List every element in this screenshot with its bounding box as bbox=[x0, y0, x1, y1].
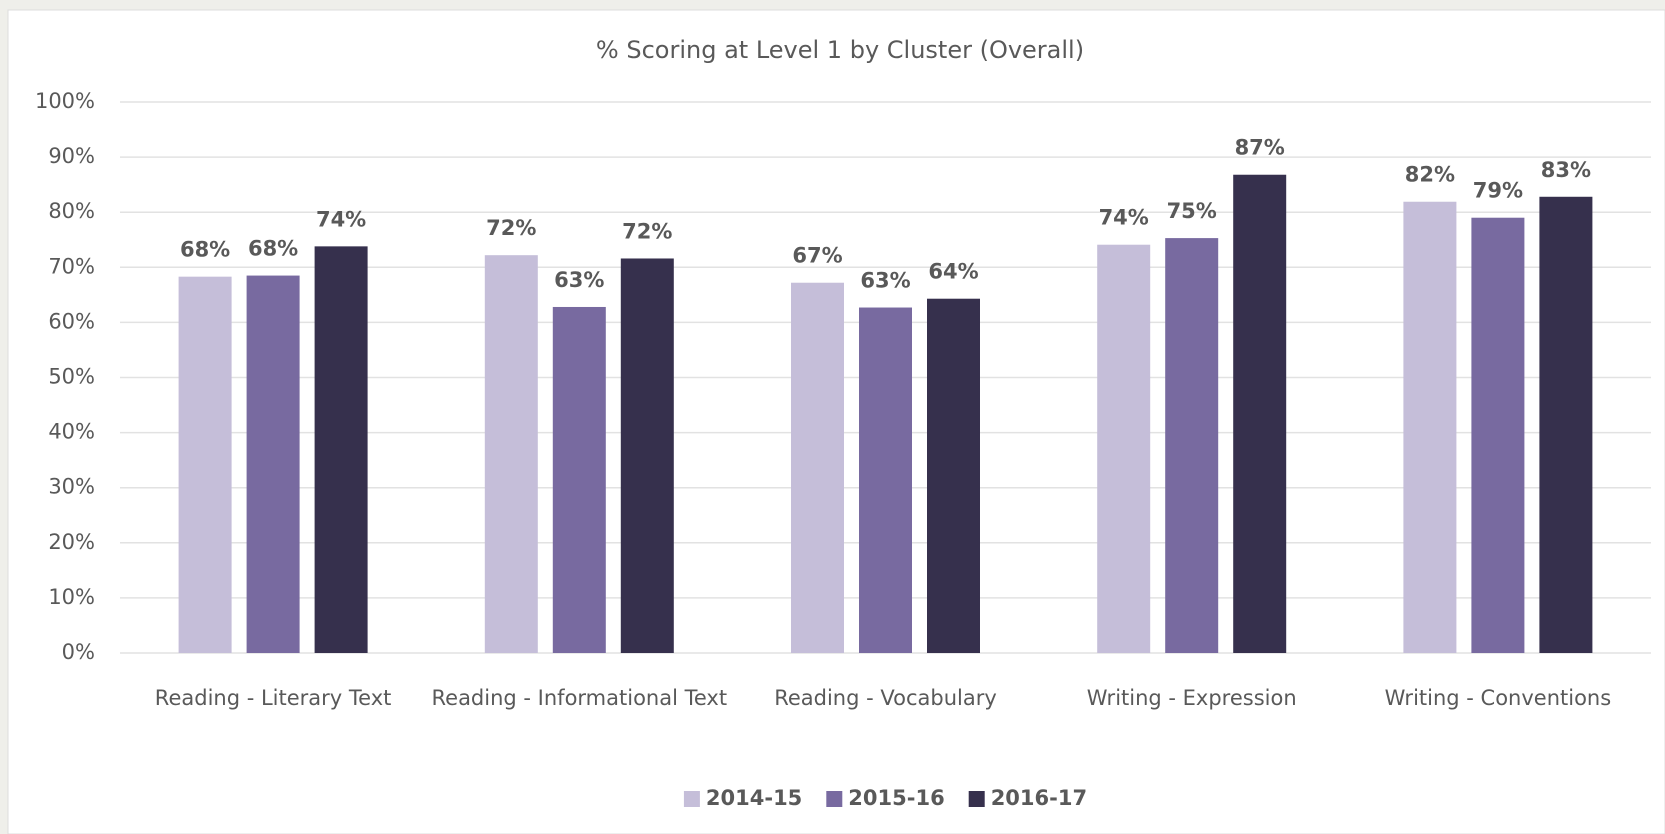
y-tick-label: 80% bbox=[48, 199, 95, 223]
data-label: 74% bbox=[1099, 206, 1149, 230]
y-tick-label: 30% bbox=[48, 475, 95, 499]
data-label: 87% bbox=[1235, 136, 1285, 160]
legend-swatch bbox=[683, 791, 700, 807]
bar bbox=[1165, 238, 1219, 654]
y-tick-label: 50% bbox=[48, 365, 95, 389]
x-tick-label: Writing - Conventions bbox=[1385, 686, 1612, 710]
bar bbox=[1097, 244, 1151, 654]
legend-label: 2015-16 bbox=[848, 786, 944, 810]
data-label: 63% bbox=[554, 268, 604, 292]
bar bbox=[484, 255, 538, 654]
bar bbox=[1233, 174, 1287, 653]
data-label: 63% bbox=[860, 269, 910, 293]
x-tick-label: Reading - Informational Text bbox=[432, 686, 728, 710]
y-tick-label: 10% bbox=[48, 585, 95, 609]
data-label: 68% bbox=[180, 238, 230, 262]
data-label: 83% bbox=[1541, 158, 1591, 182]
y-tick-label: 100% bbox=[35, 89, 95, 113]
bar bbox=[791, 282, 844, 653]
data-label: 72% bbox=[486, 216, 536, 240]
bar bbox=[859, 307, 912, 653]
bar bbox=[927, 298, 980, 653]
y-tick-label: 40% bbox=[48, 420, 95, 444]
bar bbox=[246, 275, 300, 653]
legend-label: 2014-15 bbox=[706, 786, 802, 810]
data-label: 67% bbox=[792, 244, 842, 268]
x-tick-label: Reading - Literary Text bbox=[155, 686, 392, 710]
y-tick-label: 0% bbox=[62, 640, 95, 664]
bar bbox=[314, 246, 368, 653]
bar bbox=[552, 306, 606, 653]
x-tick-label: Reading - Vocabulary bbox=[774, 686, 997, 710]
data-label: 74% bbox=[316, 207, 366, 231]
y-tick-label: 90% bbox=[48, 144, 95, 168]
bar bbox=[1403, 201, 1457, 653]
bar bbox=[1539, 196, 1593, 653]
data-label: 68% bbox=[248, 237, 298, 261]
x-tick-label: Writing - Expression bbox=[1087, 686, 1297, 710]
y-tick-label: 20% bbox=[48, 530, 95, 554]
data-label: 75% bbox=[1167, 199, 1217, 223]
chart-title: % Scoring at Level 1 by Cluster (Overall… bbox=[596, 36, 1084, 64]
data-label: 82% bbox=[1405, 163, 1455, 187]
data-label: 79% bbox=[1473, 179, 1523, 203]
y-tick-label: 70% bbox=[48, 254, 95, 278]
bar bbox=[1471, 217, 1525, 653]
data-label: 72% bbox=[622, 219, 672, 243]
legend-label: 2016-17 bbox=[991, 786, 1087, 810]
y-tick-label: 60% bbox=[48, 309, 95, 333]
bar bbox=[178, 276, 232, 653]
legend-swatch bbox=[826, 791, 843, 807]
bar bbox=[620, 258, 674, 653]
legend-swatch bbox=[968, 791, 985, 807]
data-label: 64% bbox=[928, 260, 978, 284]
